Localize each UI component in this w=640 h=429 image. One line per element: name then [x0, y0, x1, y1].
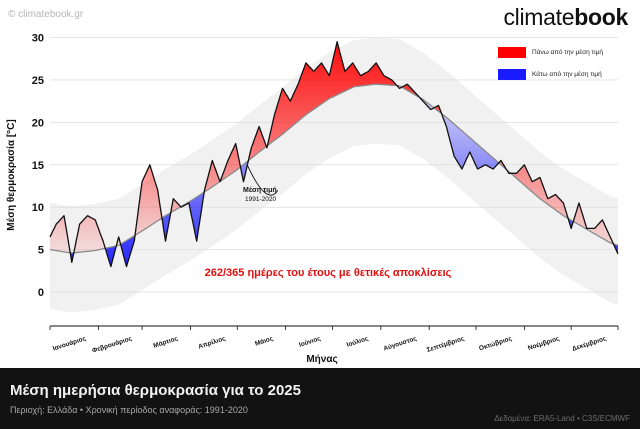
- legend-label-below: Κάτω από την μέση τιμή: [532, 70, 602, 78]
- x-tick-label: Ιανουάριος: [52, 335, 87, 352]
- brand-logo: climatebook: [503, 4, 628, 31]
- data-credit: Δεδομένα: ERA5-Land • C3S/ECMWF: [494, 414, 630, 423]
- annotation-arrow: [247, 165, 279, 196]
- x-tick-label: Αύγουστος: [383, 335, 418, 352]
- y-tick-label: 25: [32, 75, 44, 87]
- x-tick-label: Απρίλιος: [197, 334, 227, 351]
- historical-range-band: [50, 37, 618, 313]
- x-tick-label: Δεκέμβριος: [571, 335, 607, 353]
- x-tick-label: Ιούλιος: [346, 334, 370, 349]
- chart-area: 0 5 10 15 20 25 30 Ιανουάριος Φεβρουάριος Μάρτιος…: [6, 32, 619, 365]
- brand-logo-bold: book: [574, 4, 628, 30]
- annotation-label: Μέση τιμή: [243, 187, 277, 194]
- x-tick-label: Οκτώβριος: [478, 335, 513, 352]
- footer: Μέση ημερήσια θερμοκρασία για το 2025 Πε…: [0, 368, 640, 429]
- series-line-normal: [49, 83, 619, 254]
- y-tick-label: 0: [38, 287, 44, 299]
- y-tick-label: 15: [32, 160, 44, 172]
- series-line-2025: [49, 41, 619, 268]
- chart-subtitle: Περιοχή: Ελλάδα • Χρονική περίοδος αναφο…: [10, 405, 248, 415]
- annotation-sublabel: 1991-2020: [245, 196, 276, 203]
- x-tick-label: Μάρτιος: [153, 335, 180, 350]
- above-normal-fill: [50, 41, 618, 254]
- watermark: © climatebook.gr: [8, 9, 84, 20]
- legend-swatch-below: [498, 68, 526, 80]
- brand-logo-light: climate: [503, 4, 575, 30]
- y-tick-label: 10: [32, 202, 44, 214]
- highlight-text: 262/365 ημέρες του έτους με θετικές αποκ…: [205, 267, 452, 279]
- legend-label-above: Πάνω από την μέση τιμή: [532, 48, 603, 56]
- temperature-chart: 0 5 10 15 20 25 30 Ιανουάριος Φεβρουάριος Μάρτιος…: [6, 32, 619, 365]
- x-tick-label: Νοέμβριος: [527, 335, 561, 352]
- legend: Πάνω από την μέση τιμή Κάτω από την μέση…: [498, 43, 603, 87]
- y-tick-label: 5: [38, 245, 44, 257]
- x-tick-label: Σεπτέμβριος: [426, 335, 466, 354]
- legend-swatch-above: [498, 46, 526, 58]
- chart-title: Μέση ημερήσια θερμοκρασία για το 2025: [10, 382, 301, 399]
- y-tick-label: 20: [32, 117, 44, 129]
- y-tick-label: 30: [32, 32, 44, 44]
- y-axis-label: Μέση θερμοκρασία [°C]: [6, 119, 17, 230]
- x-tick-label: Ιούνιος: [298, 335, 322, 349]
- legend-item-above: Πάνω από την μέση τιμή: [498, 43, 603, 61]
- x-axis-label: Μήνας: [306, 354, 337, 365]
- legend-item-below: Κάτω από την μέση τιμή: [498, 65, 603, 83]
- x-tick-label: Μάιος: [254, 335, 274, 348]
- x-tick-label: Φεβρουάριος: [91, 335, 133, 355]
